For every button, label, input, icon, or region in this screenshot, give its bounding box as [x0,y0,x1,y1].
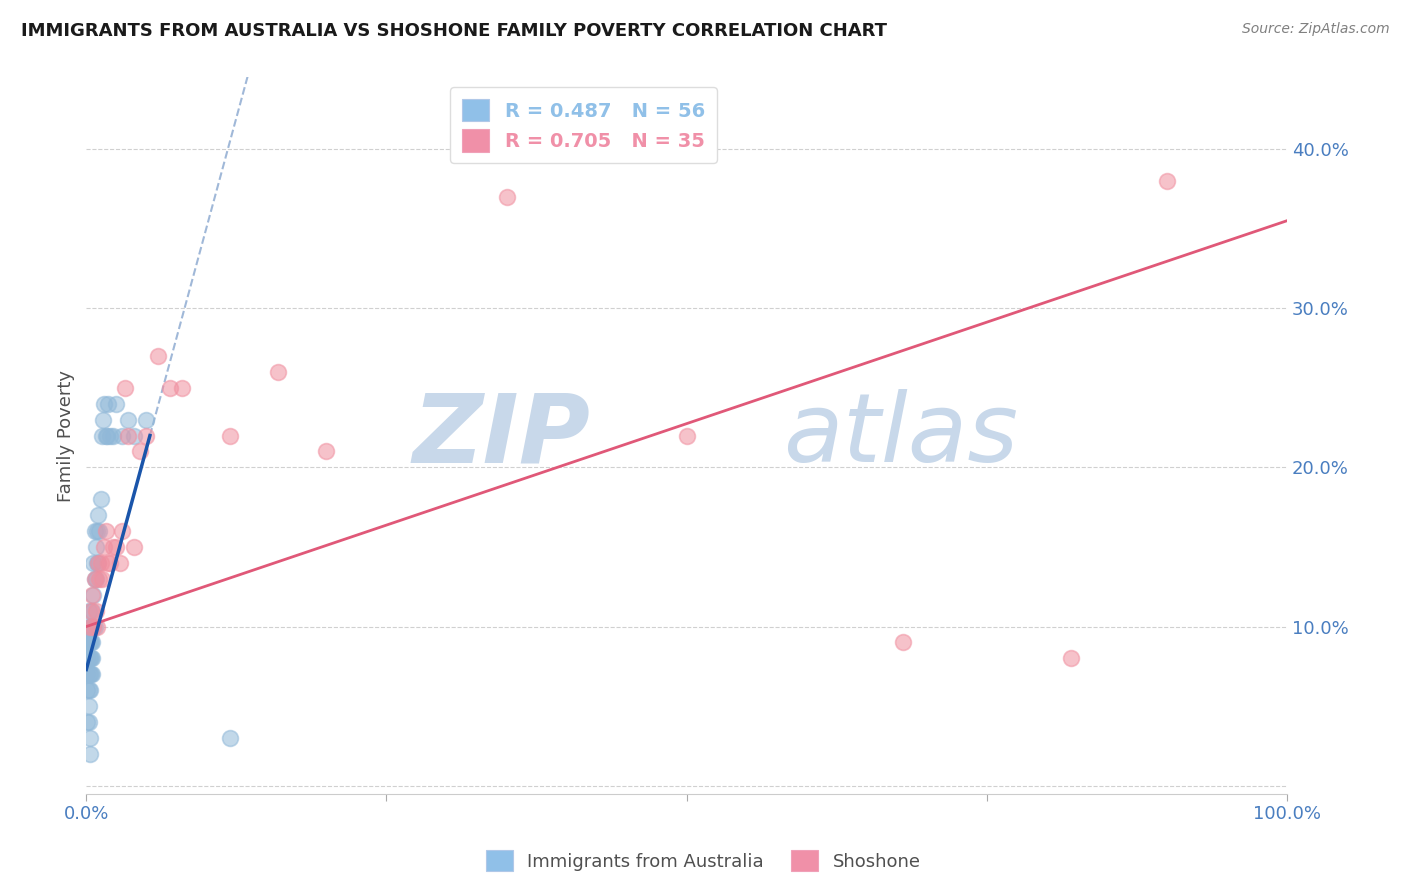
Point [79,731,101,745]
Point [79,667,101,681]
Point [79,683,101,698]
Point [77,667,100,681]
Text: ZIP: ZIP [413,389,591,482]
Point [83,524,105,538]
Point [108,556,131,570]
Point [93,397,115,411]
Point [82,604,104,618]
Point [101,428,124,442]
Point [77,619,100,633]
Point [89,572,111,586]
Legend: Immigrants from Australia, Shoshone: Immigrants from Australia, Shoshone [478,843,928,879]
Point [135,412,157,426]
Point [80,651,103,665]
Point [87,556,110,570]
Point [111,524,134,538]
Point [77,683,100,698]
Point [96,428,118,442]
Point [148,349,170,363]
Point [129,444,152,458]
Point [105,397,128,411]
Point [76,683,98,698]
Point [83,572,105,586]
Point [97,556,120,570]
Text: atlas: atlas [783,389,1018,482]
Point [90,428,112,442]
Point [79,635,101,649]
Point [77,604,100,618]
Point [90,492,112,507]
Point [82,651,104,665]
Legend: R = 0.487   N = 56, R = 0.705   N = 35: R = 0.487 N = 56, R = 0.705 N = 35 [450,87,717,163]
Point [219,731,242,745]
Point [76,635,98,649]
Point [82,667,104,681]
Point [83,572,105,586]
Point [86,556,108,570]
Point [89,524,111,538]
Point [114,381,136,395]
Text: IMMIGRANTS FROM AUSTRALIA VS SHOSHONE FAMILY POVERTY CORRELATION CHART: IMMIGRANTS FROM AUSTRALIA VS SHOSHONE FA… [21,22,887,40]
Point [90,572,112,586]
Point [80,604,103,618]
Point [84,572,107,586]
Point [76,651,98,665]
Point [172,381,194,395]
Point [76,667,98,681]
Point [79,651,101,665]
Point [101,540,124,554]
Point [219,428,242,442]
Point [93,540,115,554]
Point [79,619,101,633]
Point [1060,651,1083,665]
Point [98,556,121,570]
Point [1156,174,1178,188]
Point [79,747,101,761]
Point [159,381,181,395]
Point [94,428,117,442]
Point [91,412,114,426]
Text: Source: ZipAtlas.com: Source: ZipAtlas.com [1241,22,1389,37]
Point [77,699,100,714]
Point [82,635,104,649]
Point [82,619,104,633]
Point [495,190,517,204]
Point [83,619,105,633]
Point [77,714,100,729]
Point [87,508,110,523]
Point [76,714,98,729]
Point [891,635,914,649]
Point [315,444,337,458]
Point [87,556,110,570]
Point [80,635,103,649]
Point [80,667,103,681]
Point [124,428,146,442]
Point [77,635,100,649]
Point [267,365,290,379]
Point [82,619,104,633]
Y-axis label: Family Poverty: Family Poverty [58,369,75,501]
Point [79,619,101,633]
Point [84,540,107,554]
Point [97,397,120,411]
Point [94,524,117,538]
Point [82,588,104,602]
Point [82,588,104,602]
Point [86,619,108,633]
Point [86,524,108,538]
Point [80,619,103,633]
Point [111,428,134,442]
Point [675,428,697,442]
Point [117,412,139,426]
Point [90,556,112,570]
Point [82,556,104,570]
Point [84,604,107,618]
Point [117,428,139,442]
Point [124,540,146,554]
Point [77,651,100,665]
Point [98,428,121,442]
Point [135,428,157,442]
Point [105,540,128,554]
